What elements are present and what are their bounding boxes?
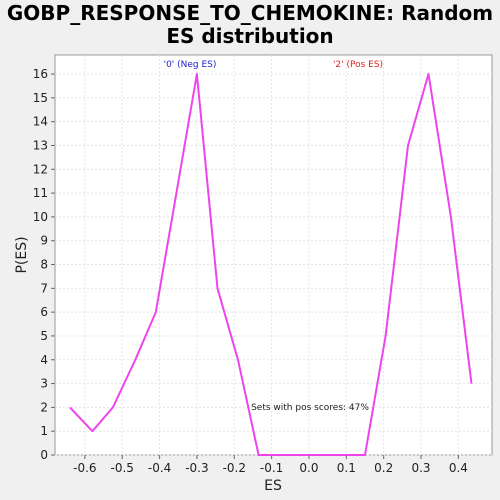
y-tick-label: 11 [33, 186, 48, 200]
y-tick-label: 12 [33, 162, 48, 176]
x-tick-label: 0.3 [411, 461, 430, 475]
y-tick-label: 9 [40, 234, 48, 248]
ticks: -0.6 -0.5 -0.4 -0.3 -0.2 -0.1 0.0 0.1 0.2 0.3 0.4 0… [33, 67, 468, 475]
chart-title-line-1: GOBP_RESPONSE_TO_CHEMOKINE: Random [7, 1, 493, 25]
x-tick-label: -0.2 [223, 461, 246, 475]
y-tick-label: 4 [40, 353, 48, 367]
y-tick-label: 2 [40, 400, 48, 414]
chart-title-line-2: ES distribution [166, 24, 333, 48]
y-tick-label: 6 [40, 305, 48, 319]
y-tick-label: 5 [40, 329, 48, 343]
y-tick-label: 0 [40, 448, 48, 462]
grid [55, 55, 492, 456]
y-tick-label: 15 [33, 91, 48, 105]
x-tick-label: 0.0 [299, 461, 318, 475]
y-tick-label: 3 [40, 377, 48, 391]
plot-area [54, 54, 493, 456]
x-tick-label: -0.6 [73, 461, 96, 475]
annotation-pos-es: '2' (Pos ES) [333, 60, 383, 70]
y-tick-label: 14 [33, 115, 48, 129]
annotation-neg-es: '0' (Neg ES) [164, 60, 217, 70]
y-tick-label: 8 [40, 258, 48, 272]
series [69, 73, 473, 456]
annotation-pos-scores: Sets with pos scores: 47% [251, 403, 369, 413]
y-axis-label: P(ES) [14, 236, 30, 273]
x-tick-label: -0.4 [148, 461, 171, 475]
y-tick-label: 13 [33, 138, 48, 152]
y-tick-label: 10 [33, 210, 48, 224]
y-tick-label: 1 [40, 424, 48, 438]
y-tick-label: 16 [33, 67, 48, 81]
x-tick-label: 0.4 [449, 461, 468, 475]
series-line [69, 73, 473, 456]
x-tick-label: 0.1 [337, 461, 356, 475]
x-tick-label: 0.2 [374, 461, 393, 475]
x-tick-label: -0.5 [111, 461, 134, 475]
x-axis-label: ES [264, 478, 282, 494]
x-tick-label: -0.1 [260, 461, 283, 475]
x-tick-label: -0.3 [185, 461, 208, 475]
y-tick-label: 7 [40, 281, 48, 295]
